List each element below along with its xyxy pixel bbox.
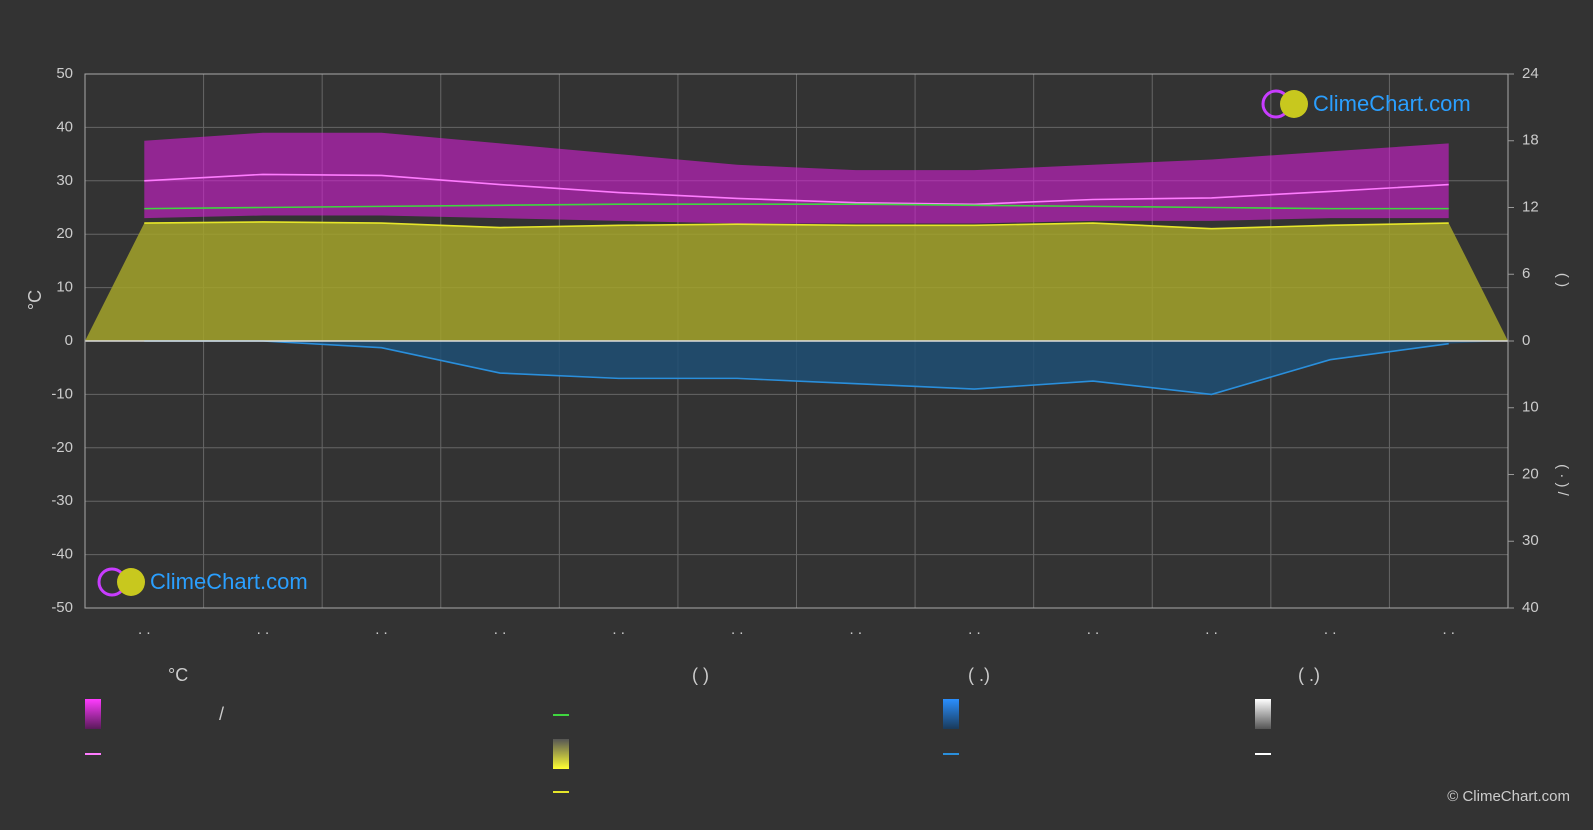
logo: ClimeChart.com	[97, 567, 308, 597]
y2-axis-label: ( )	[1554, 273, 1571, 287]
x-tick-label: . .	[968, 621, 981, 638]
legend-header: °C	[168, 665, 188, 685]
copyright: © ClimeChart.com	[1447, 788, 1570, 805]
legend: °C ( ) ( .) ( .) /	[85, 665, 1320, 769]
y2-tick-label: 12	[1522, 198, 1539, 215]
y2-tick-label: 24	[1522, 65, 1539, 82]
legend-header: ( .)	[1298, 665, 1320, 685]
y-tick-label: 0	[65, 332, 73, 349]
x-tick-label: . .	[375, 621, 388, 638]
series-line	[144, 340, 1449, 396]
y-tick-label: -20	[51, 439, 73, 456]
x-tick-label: . .	[1442, 621, 1455, 638]
legend-swatch	[85, 699, 101, 729]
y-tick-label: -50	[51, 599, 73, 616]
x-tick-label: . .	[494, 621, 507, 638]
y3-tick-label: 10	[1522, 399, 1539, 416]
y2-tick-label: 6	[1522, 265, 1530, 282]
x-tick-label: . .	[138, 621, 151, 638]
logo-text: ClimeChart.com	[150, 569, 308, 594]
y-tick-label: 10	[56, 279, 73, 296]
legend-swatch	[943, 699, 959, 729]
legend-header: ( )	[692, 665, 709, 685]
y2-tick-label: 18	[1522, 132, 1539, 149]
x-tick-label: . .	[1205, 621, 1218, 638]
y-tick-label: -40	[51, 546, 73, 563]
temp-range-band	[144, 132, 1449, 224]
y-tick-label: 50	[56, 65, 73, 82]
area	[85, 221, 1508, 341]
y3-tick-label: 20	[1522, 465, 1539, 482]
series-line	[144, 203, 1449, 210]
series-line	[144, 221, 1449, 230]
y2-tick-label: 0	[1522, 332, 1530, 349]
y-tick-label: 40	[56, 118, 73, 135]
y3-tick-label: 30	[1522, 532, 1539, 549]
y-tick-label: -10	[51, 385, 73, 402]
y-tick-label: 30	[56, 172, 73, 189]
x-tick-label: . .	[257, 621, 270, 638]
legend-text: /	[219, 704, 224, 724]
x-tick-label: . .	[612, 621, 625, 638]
logo-sun	[1280, 90, 1308, 118]
x-tick-label: . .	[1087, 621, 1100, 638]
series-line	[144, 173, 1449, 206]
logo-sun	[117, 568, 145, 596]
y-tick-label: -30	[51, 492, 73, 509]
legend-swatch	[1255, 699, 1271, 729]
x-tick-label: . .	[1324, 621, 1337, 638]
logo: ClimeChart.com	[1261, 89, 1471, 119]
legend-swatch	[553, 739, 569, 769]
x-tick-label: . .	[850, 621, 863, 638]
area	[85, 341, 1508, 395]
x-tick-label: . .	[731, 621, 744, 638]
y-tick-label: 20	[56, 225, 73, 242]
y3-axis-label: ( · ) /	[1554, 464, 1571, 496]
plot-area	[84, 73, 1509, 609]
y3-tick-label: 40	[1522, 599, 1539, 616]
legend-header: ( .)	[968, 665, 990, 685]
y-axis-label: °C	[25, 290, 45, 310]
logo-text: ClimeChart.com	[1313, 91, 1471, 116]
